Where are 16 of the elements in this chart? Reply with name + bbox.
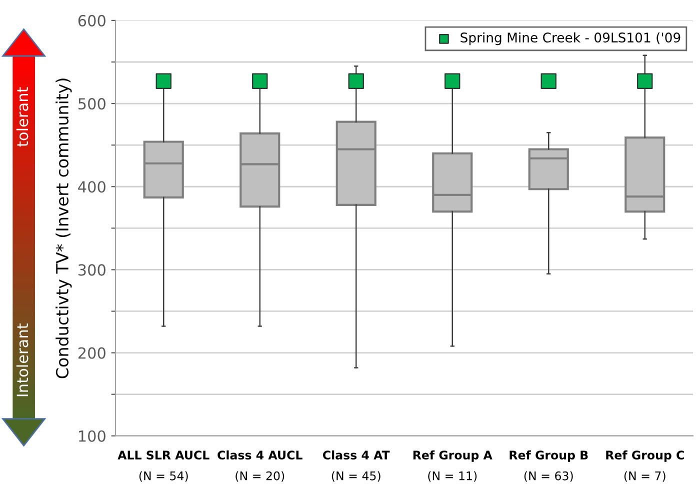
legend-label: Spring Mine Creek - 09LS101 ('09 — [460, 32, 680, 46]
x-tick-label: Ref Group A (N = 11) — [413, 450, 492, 482]
x-tick-label: ALL SLR AUCL (N = 54) — [118, 450, 210, 482]
y-axis-title: Conductivty TV* (Invert community) — [56, 78, 72, 378]
text: Intolerant — [16, 324, 28, 396]
y-tick-label: 400 — [78, 181, 106, 193]
y-tick-label: 600 — [78, 14, 106, 26]
x-tick-label: Ref Group B (N = 63) — [510, 450, 588, 482]
y-tick-label: 500 — [78, 98, 106, 110]
y-tick-label: 300 — [78, 264, 106, 276]
x-tick-label: Class 4 AUCL (N = 20) — [218, 450, 302, 482]
text: tolerant — [16, 87, 28, 147]
y-tick-label: 200 — [78, 347, 106, 359]
x-tick-label: Class 4 AT (N = 45) — [322, 450, 390, 482]
y-tick-label: 100 — [78, 430, 106, 442]
x-tick-label: Ref Group C (N = 7) — [606, 450, 684, 482]
